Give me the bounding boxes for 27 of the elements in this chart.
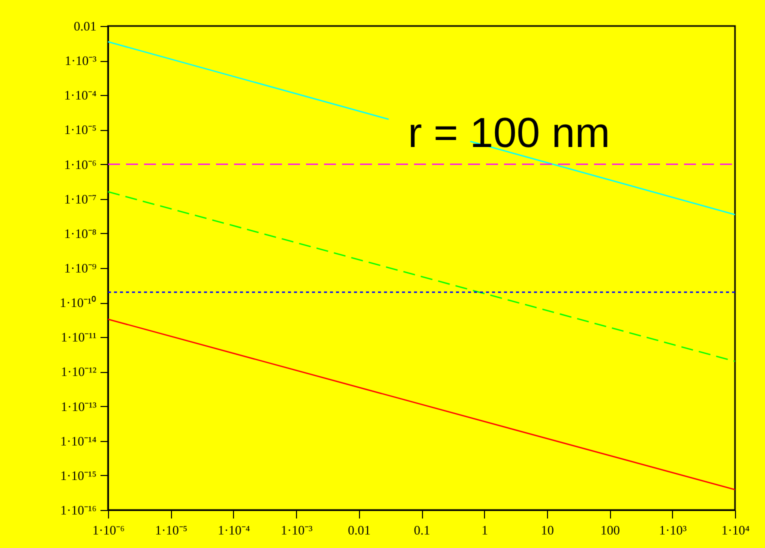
y-tick-label: 1·10⁻¹⁴ [60, 433, 97, 448]
y-tick-label: 1·10⁻¹³ [60, 398, 97, 414]
y-tick-label: 1·10⁻¹⁵ [60, 468, 96, 483]
x-tick-label: 0.1 [414, 522, 430, 538]
y-tick-label: 1·10⁻⁷ [64, 191, 96, 206]
x-tick-label: 1·10⁻³ [280, 522, 313, 538]
x-tick-label: 10 [540, 522, 554, 538]
x-tick-label: 1 [481, 522, 488, 538]
y-tick-label: 1·10⁻⁸ [64, 226, 97, 241]
x-tick-label: 1·10⁻⁶ [92, 522, 125, 538]
x-tick-label: 1·10⁻⁵ [155, 522, 188, 538]
x-tick-label: 1·10⁴ [721, 522, 750, 538]
x-tick-label: 1·10³ [658, 522, 687, 538]
x-tick-label: 100 [600, 522, 620, 538]
y-tick-label: 1·10⁻⁴ [64, 88, 97, 103]
y-tick-label: 1·10⁻¹² [60, 364, 97, 380]
x-tick-label: 1·10⁻⁴ [218, 522, 251, 538]
y-tick-label: 1·10⁻¹¹ [60, 330, 97, 345]
annotation: r = 100 nm [408, 109, 610, 156]
y-tick-label: 1·10⁻³ [64, 53, 97, 68]
y-tick-label: 1·10⁻⁶ [64, 156, 96, 172]
x-tick-label: 0.01 [348, 522, 371, 538]
y-tick-label: 1·10⁻⁹ [64, 260, 97, 276]
y-tick-label: 1·10⁻⁵ [64, 122, 96, 138]
y-tick-label: 1·10⁻¹⁶ [60, 502, 96, 518]
y-tick-label: 0.01 [74, 18, 96, 34]
y-tick-label: 1·10⁻¹⁰ [60, 295, 96, 310]
